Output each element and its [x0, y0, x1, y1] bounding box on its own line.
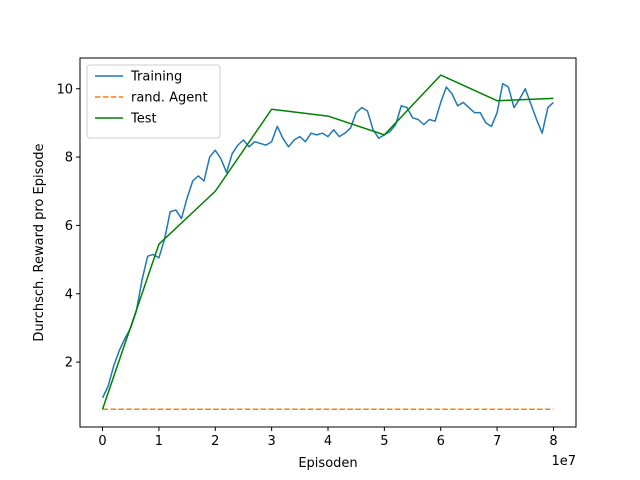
x-tick-label: 8 [549, 434, 557, 449]
y-axis-label: Durchsch. Reward pro Episode [32, 143, 47, 341]
y-tick-label: 4 [65, 287, 73, 302]
legend-box [86, 64, 221, 139]
x-axis-label: Episoden [298, 456, 357, 471]
series-layer [101, 74, 554, 410]
legend-label: Test [130, 112, 157, 127]
series-line-2 [101, 74, 554, 410]
x-tick-label: 0 [98, 434, 106, 449]
x-axis: 0 1 2 3 4 5 6 7 8 [98, 427, 558, 449]
y-axis: 2 4 6 8 10 [56, 82, 80, 371]
y-tick-label: 10 [56, 82, 73, 97]
x-tick-label: 3 [267, 434, 275, 449]
x-tick-label: 6 [437, 434, 445, 449]
x-tick-label: 7 [493, 434, 501, 449]
x-tick-label: 4 [324, 434, 332, 449]
y-tick-label: 2 [65, 356, 73, 371]
x-tick-label: 5 [380, 434, 388, 449]
x-tick-label: 1 [155, 434, 163, 449]
x-tick-label: 2 [211, 434, 219, 449]
legend-label: Training [130, 70, 182, 85]
y-tick-label: 6 [65, 219, 73, 234]
x-axis-offset-label: 1e7 [551, 454, 576, 469]
y-tick-label: 8 [65, 151, 73, 166]
legend: Training rand. Agent Test [86, 64, 221, 139]
series-line-0 [101, 82, 554, 399]
legend-label: rand. Agent [131, 91, 208, 106]
